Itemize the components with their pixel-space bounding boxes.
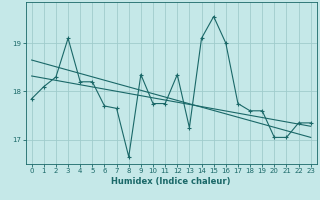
X-axis label: Humidex (Indice chaleur): Humidex (Indice chaleur)	[111, 177, 231, 186]
